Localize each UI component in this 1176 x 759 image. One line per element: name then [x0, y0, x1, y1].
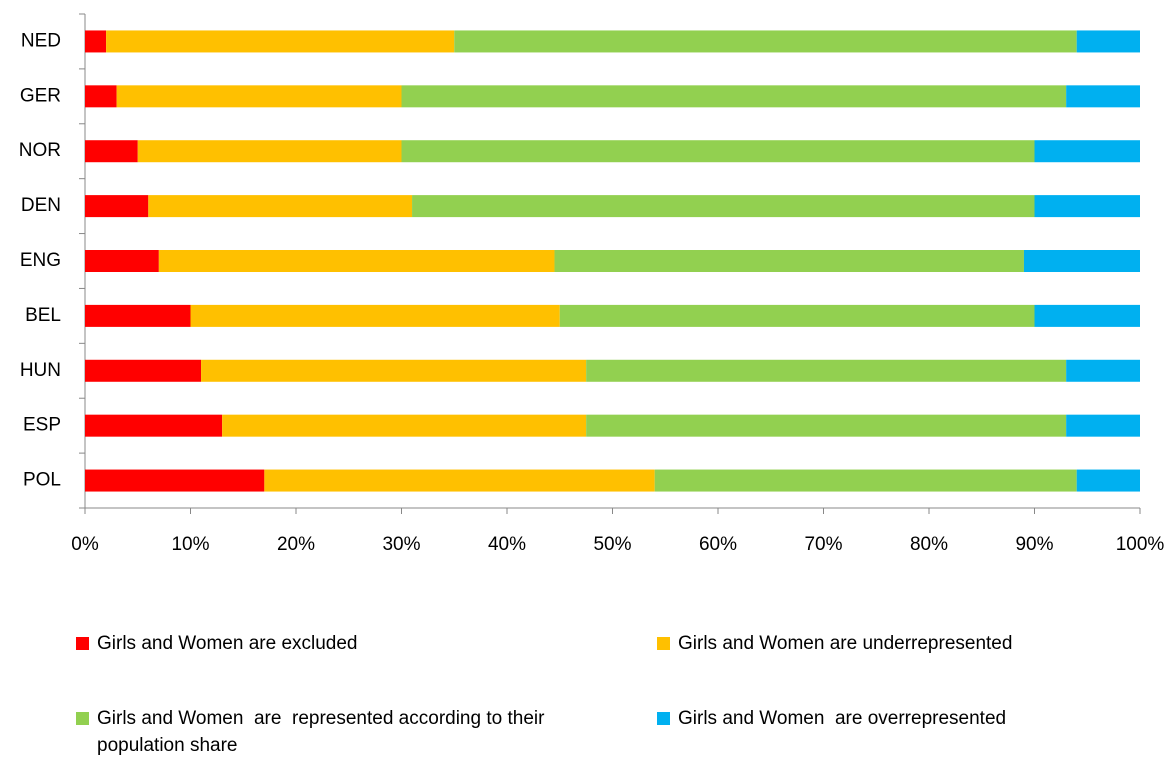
y-tick-label: HUN	[20, 360, 61, 381]
bar-segment	[454, 30, 1077, 53]
x-tick-label: 40%	[488, 534, 526, 555]
bar-segment	[137, 140, 402, 163]
bar-segment	[190, 304, 560, 327]
y-tick-label: ESP	[23, 415, 61, 436]
bar-segment	[85, 140, 138, 163]
y-tick-label: BEL	[25, 305, 61, 326]
bar-segment	[85, 195, 149, 218]
x-tick-label: 50%	[593, 534, 631, 555]
bar-segment	[1076, 30, 1140, 53]
x-tick-label: 90%	[1015, 534, 1053, 555]
bar-segment	[1066, 85, 1140, 108]
x-tick-label: 100%	[1116, 534, 1165, 555]
y-tick-label: DEN	[21, 195, 61, 216]
bar-segment	[1034, 195, 1140, 218]
bar-segment	[85, 30, 107, 53]
legend-item: Girls and Women are underrepresented	[657, 630, 1176, 657]
bar-segment	[1076, 469, 1140, 492]
bar-segment	[85, 414, 223, 437]
x-tick-label: 10%	[171, 534, 209, 555]
x-tick-label: 60%	[699, 534, 737, 555]
bar-segment	[401, 140, 1035, 163]
bar-segment	[1066, 414, 1140, 437]
legend-label: Girls and Women are represented accordin…	[97, 708, 550, 756]
bar-segment	[148, 195, 413, 218]
bar-segment	[559, 304, 1035, 327]
y-tick-label: NED	[21, 30, 61, 51]
legend-label: Girls and Women are underrepresented	[678, 633, 1013, 654]
bar-segment	[85, 469, 265, 492]
bar-segment	[586, 359, 1067, 382]
legend-item: Girls and Women are overrepresented	[657, 705, 1176, 732]
y-tick-label: ENG	[20, 250, 61, 271]
y-tick-label: GER	[20, 85, 61, 106]
legend-swatch	[76, 637, 89, 650]
bar-segment	[116, 85, 402, 108]
bar-segment	[412, 195, 1035, 218]
legend-item: Girls and Women are represented accordin…	[76, 705, 601, 759]
bar-segment	[158, 250, 555, 272]
bar-segment	[264, 469, 655, 492]
legend-swatch	[76, 712, 89, 725]
legend-label: Girls and Women are excluded	[97, 633, 358, 654]
bar-segment	[85, 304, 191, 327]
bar-segment	[1034, 140, 1140, 163]
chart: 0% 10% 20% 30% 40% 50% 60% 70% 80% 90% 100% NED GER N…	[19, 13, 1165, 555]
bar-segment	[106, 30, 455, 53]
bar-segment	[201, 359, 587, 382]
bar-segment	[1066, 359, 1140, 382]
bar-segment	[85, 250, 159, 272]
bar-segment	[1034, 304, 1140, 327]
x-tick-label: 30%	[382, 534, 420, 555]
y-tick-label: POL	[23, 470, 61, 491]
legend-label: Girls and Women are overrepresented	[678, 708, 1007, 729]
legend-item: Girls and Women are excluded	[76, 630, 596, 657]
x-tick-label: 80%	[910, 534, 948, 555]
legend-swatch	[657, 712, 670, 725]
bar-segment	[401, 85, 1067, 108]
bar-segment	[222, 414, 587, 437]
x-tick-label: 0%	[71, 534, 99, 555]
y-tick-label: NOR	[19, 140, 61, 161]
x-tick-label: 70%	[804, 534, 842, 555]
bar-segment	[1023, 250, 1140, 272]
legend-swatch	[657, 637, 670, 650]
bar-segment	[85, 359, 202, 382]
bar-segment	[654, 469, 1077, 492]
bar-segment	[586, 414, 1067, 437]
bar-segment	[554, 250, 1024, 272]
x-tick-label: 20%	[277, 534, 315, 555]
bar-segment	[85, 85, 117, 108]
